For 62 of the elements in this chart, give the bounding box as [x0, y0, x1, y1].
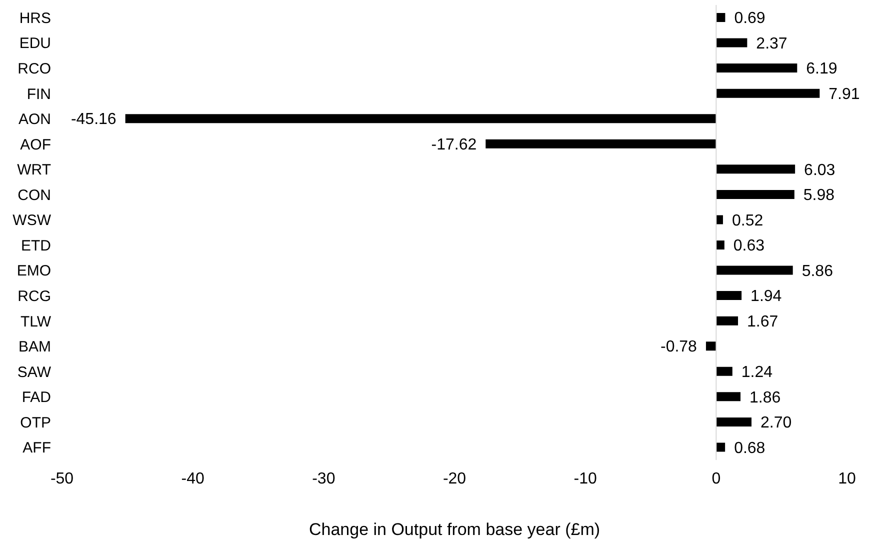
y-tick-label: TLW: [20, 313, 52, 330]
y-tick-label: OTP: [20, 414, 51, 432]
x-tick-label: 0: [712, 470, 721, 488]
data-label: 0.52: [732, 212, 764, 230]
y-tick-label: WRT: [17, 162, 51, 179]
y-tick-label: HRS: [19, 10, 51, 27]
data-label: 7.91: [828, 86, 860, 103]
bar: [716, 13, 726, 22]
y-tick-label: CON: [18, 186, 51, 204]
data-label: 0.69: [734, 10, 766, 28]
bar: [716, 240, 724, 250]
data-label: 5.86: [802, 262, 834, 280]
y-tick-label: FIN: [26, 86, 51, 103]
bar: [716, 64, 798, 73]
x-tick-label: -10: [574, 470, 597, 488]
y-tick-label: FAD: [22, 389, 52, 406]
bar: [716, 291, 742, 300]
y-tick-label: RCO: [18, 60, 51, 78]
bar: [716, 38, 748, 48]
bar: [706, 342, 716, 351]
y-tick-label: AON: [18, 111, 51, 128]
bar: [716, 88, 820, 98]
y-tick-label: SAW: [17, 364, 52, 381]
data-label: 5.98: [803, 187, 835, 204]
data-label: 1.86: [750, 389, 781, 406]
data-label: 0.68: [734, 440, 766, 457]
y-tick-label: AFF: [22, 440, 51, 457]
data-label: 2.37: [756, 35, 788, 52]
y-tick-label: ETD: [21, 237, 52, 254]
x-axis-title: Change in Output from base year (£m): [308, 520, 600, 539]
bar: [716, 215, 723, 224]
x-tick-label: -50: [50, 470, 74, 488]
bar: [716, 164, 796, 174]
bar: [716, 366, 732, 376]
data-label: -0.78: [660, 338, 698, 356]
bar: [716, 190, 794, 199]
bar: [716, 392, 740, 402]
x-tick-label: -20: [442, 470, 466, 488]
data-label: -45.16: [70, 111, 116, 128]
y-tick-label: BAM: [18, 338, 51, 356]
y-tick-label: EMO: [16, 262, 51, 280]
bar: [716, 442, 726, 452]
data-label: 0.63: [733, 238, 765, 255]
data-label: 2.70: [760, 414, 792, 432]
bar: [125, 114, 716, 124]
bar: [716, 266, 793, 275]
y-tick-label: AOF: [20, 136, 51, 154]
bar: [486, 139, 716, 148]
data-label: 1.24: [741, 364, 773, 381]
data-label: -17.62: [431, 136, 477, 154]
x-tick-label: -30: [312, 470, 336, 488]
data-label: 6.03: [804, 162, 836, 179]
data-label: 1.94: [750, 288, 782, 306]
y-tick-label: EDU: [19, 35, 51, 52]
bar: [716, 316, 738, 326]
data-label: 6.19: [806, 60, 838, 78]
bar: [716, 417, 752, 426]
y-tick-label: WSW: [12, 212, 52, 230]
x-tick-label: 10: [838, 470, 856, 488]
x-tick-label: -40: [181, 470, 204, 488]
y-tick-label: RCG: [18, 288, 51, 306]
data-label: 1.67: [747, 313, 778, 330]
